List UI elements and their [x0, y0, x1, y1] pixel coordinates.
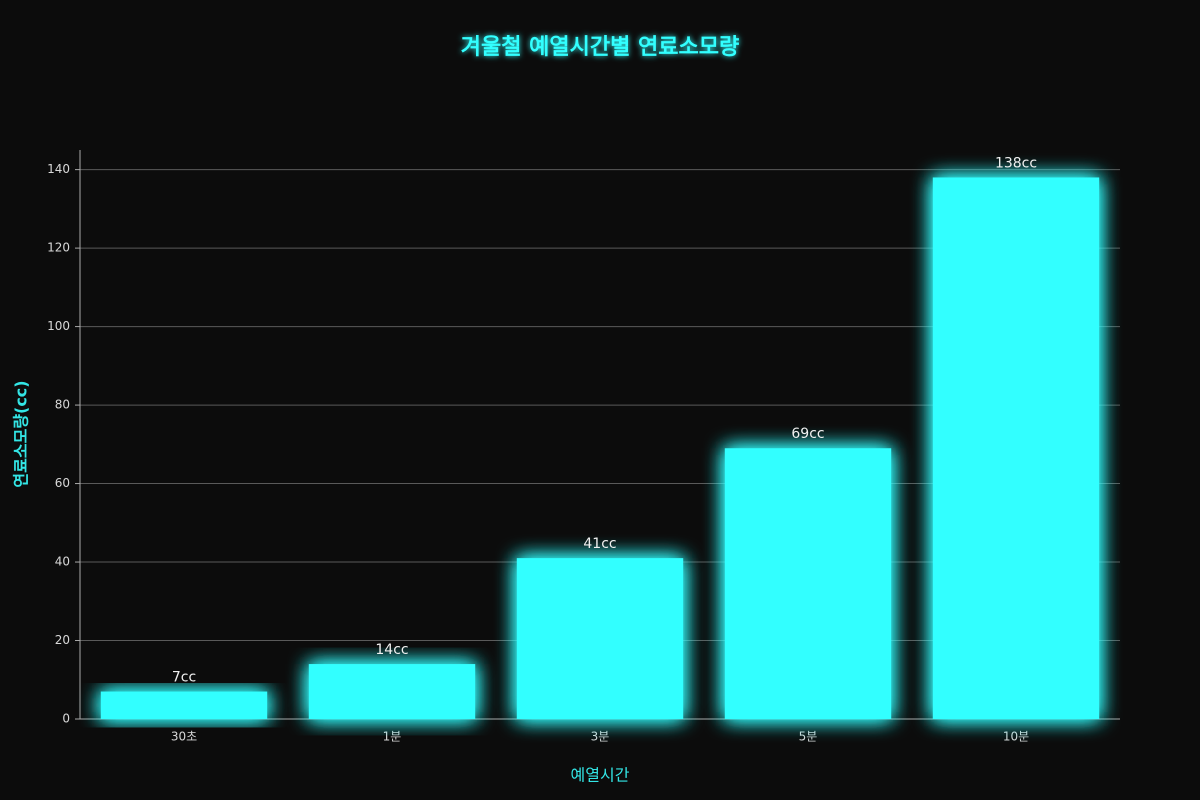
bar [724, 448, 892, 719]
x-tick-label: 30초 [171, 730, 197, 744]
x-tick-label: 1분 [383, 730, 402, 744]
y-tick-label: 120 [47, 241, 70, 255]
bar [932, 177, 1100, 719]
y-tick-label: 60 [55, 476, 70, 490]
y-tick-label: 20 [55, 633, 70, 647]
x-axis-label: 예열시간 [571, 766, 630, 785]
y-tick-label: 100 [47, 319, 70, 333]
y-tick-label: 0 [62, 712, 70, 726]
bar [100, 691, 268, 719]
y-axis-label: 연료소모량(cc) [12, 380, 31, 487]
bar [516, 558, 684, 719]
y-tick-label: 140 [47, 162, 70, 176]
x-tick-label: 5분 [799, 730, 818, 744]
value-label: 7cc [172, 670, 196, 686]
value-label: 69cc [791, 426, 824, 442]
value-label: 14cc [375, 642, 408, 658]
value-label: 41cc [583, 536, 616, 552]
y-tick-label: 40 [55, 555, 70, 569]
chart-title: 겨울철 예열시간별 연료소모량 [461, 35, 739, 60]
y-tick-label: 80 [55, 398, 70, 412]
x-tick-label: 3분 [591, 730, 610, 744]
x-tick-label: 10분 [1003, 730, 1029, 744]
value-label: 138cc [995, 155, 1037, 171]
bar [308, 664, 476, 719]
